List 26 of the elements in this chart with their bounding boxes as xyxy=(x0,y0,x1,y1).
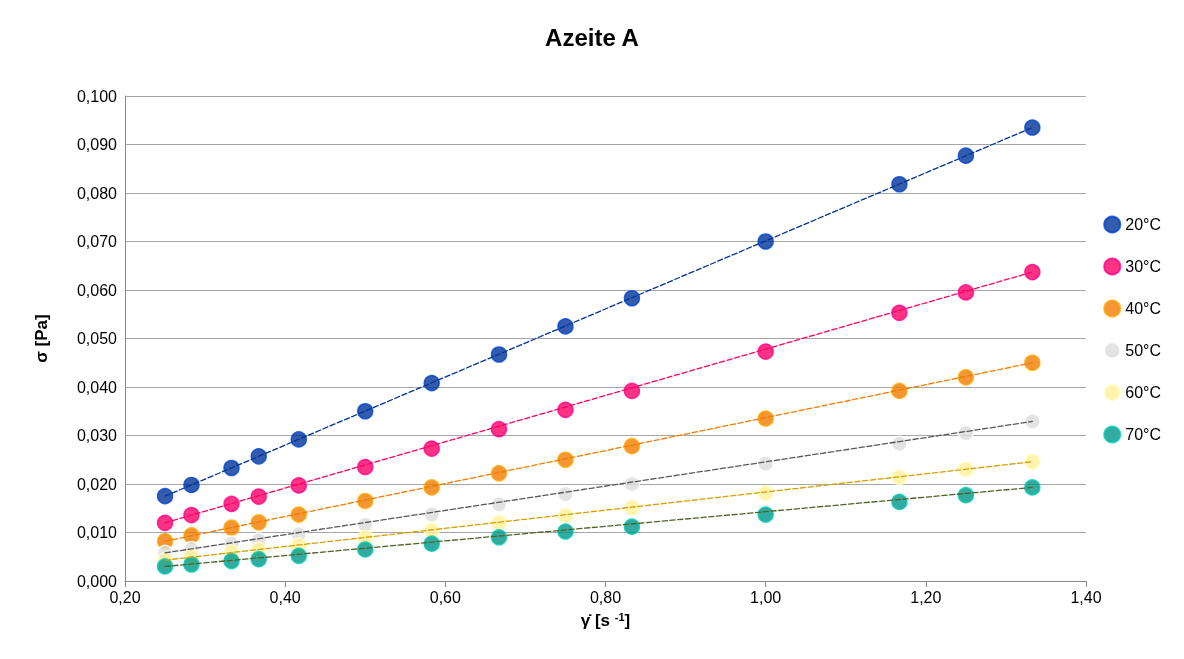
legend-label: 40°C xyxy=(1125,300,1161,317)
y-axis-title: σ [Pa] xyxy=(32,314,51,363)
legend-label: 30°C xyxy=(1125,258,1161,275)
x-tick-label: 0,40 xyxy=(269,588,301,606)
legend-label: 50°C xyxy=(1125,342,1161,359)
y-tick-label: 0,000 xyxy=(76,572,118,590)
x-tick-label: 0,60 xyxy=(429,588,462,606)
legend-label: 20°C xyxy=(1125,216,1161,233)
y-tick-label: 0,090 xyxy=(76,136,118,153)
y-tick-label: 0,060 xyxy=(76,281,118,299)
y-tick-label: 0,080 xyxy=(76,184,118,202)
legend-label: 60°C xyxy=(1125,384,1161,401)
y-tick-label: 0,030 xyxy=(76,427,118,444)
legend-label: 70°C xyxy=(1125,426,1161,443)
x-tick-label: 1,20 xyxy=(910,588,942,606)
y-tick-label: 0,010 xyxy=(76,524,118,541)
y-tick-label: 0,050 xyxy=(76,330,118,347)
y-tick-label: 0,040 xyxy=(76,378,118,396)
y-tick-label: 0,100 xyxy=(76,87,118,105)
x-tick-label: 1,40 xyxy=(1070,588,1102,606)
chart-title: Azeite A xyxy=(545,23,639,51)
x-tick-label: 0,20 xyxy=(109,588,141,606)
x-tick-label: 1,00 xyxy=(750,588,782,606)
x-tick-label: 0,80 xyxy=(589,588,622,606)
y-tick-label: 0,070 xyxy=(76,233,118,250)
y-tick-label: 0,020 xyxy=(76,475,118,493)
